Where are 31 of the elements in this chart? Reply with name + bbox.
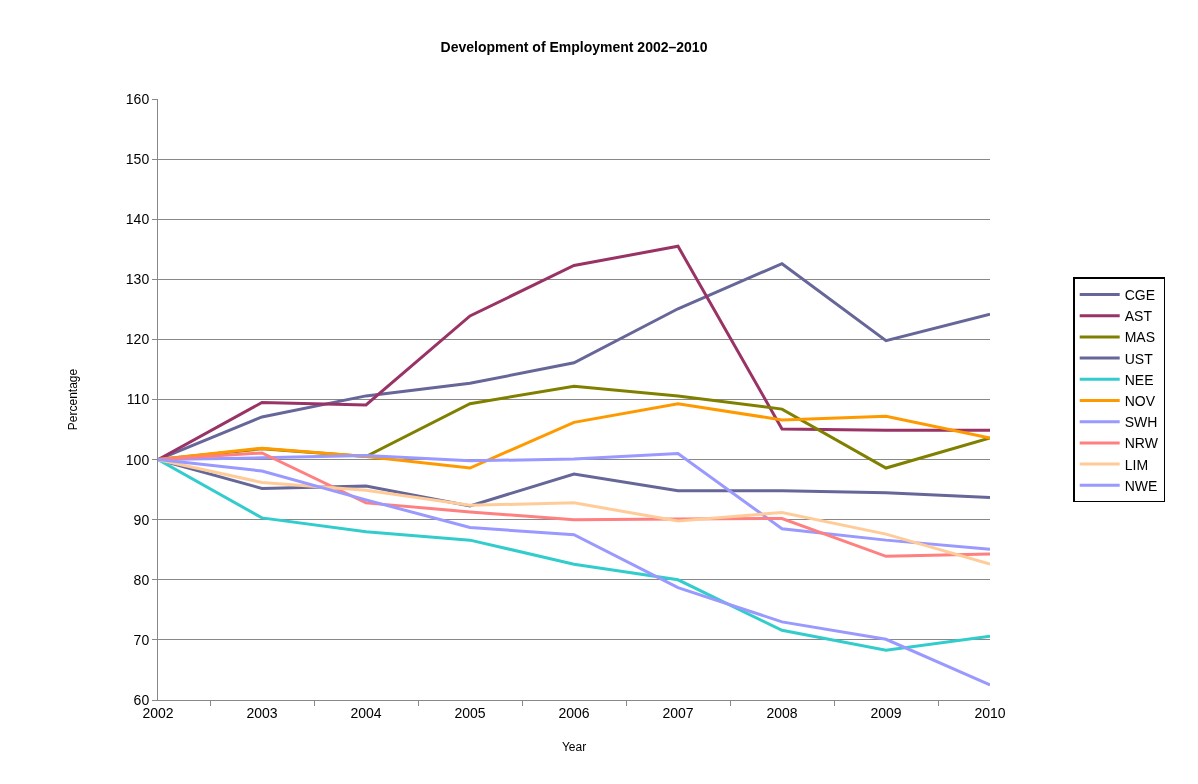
legend-label: NWE bbox=[1124, 477, 1158, 494]
x-tick-label: 2008 bbox=[766, 704, 798, 721]
legend-label: AST bbox=[1124, 308, 1153, 325]
y-tick-label: 70 bbox=[133, 631, 150, 648]
x-tick-label: 2006 bbox=[558, 704, 590, 721]
legend-label: SWH bbox=[1124, 414, 1158, 431]
x-tick-label: 2004 bbox=[350, 704, 382, 721]
x-tick-label: 2007 bbox=[662, 704, 694, 721]
y-tick-label: 90 bbox=[133, 511, 150, 528]
y-tick-label: 140 bbox=[125, 211, 150, 228]
legend-label: NRW bbox=[1124, 435, 1159, 452]
legend-label: CGE bbox=[1124, 286, 1156, 303]
x-tick-label: 2003 bbox=[246, 704, 278, 721]
x-tick-label: 2010 bbox=[974, 704, 1006, 721]
y-tick-label: 100 bbox=[125, 451, 150, 468]
y-tick-label: 160 bbox=[125, 90, 150, 107]
y-axis-title: Percentage bbox=[66, 368, 81, 431]
legend-label: LIM bbox=[1124, 456, 1149, 473]
x-axis-title: Year bbox=[561, 739, 587, 754]
y-tick-label: 120 bbox=[125, 331, 150, 348]
y-tick-label: 80 bbox=[133, 571, 150, 588]
y-tick-label: 150 bbox=[125, 151, 150, 167]
x-tick-label: 2009 bbox=[870, 704, 902, 721]
y-tick-label: 110 bbox=[126, 391, 150, 408]
legend-label: NOV bbox=[1124, 392, 1156, 409]
x-tick-label: 2005 bbox=[454, 704, 486, 721]
legend-label: MAS bbox=[1124, 329, 1156, 346]
y-tick-label: 130 bbox=[125, 271, 150, 288]
legend-label: UST bbox=[1124, 350, 1154, 367]
legend-label: NEE bbox=[1124, 371, 1154, 388]
chart-title: Development of Employment 2002–2010 bbox=[440, 38, 708, 55]
